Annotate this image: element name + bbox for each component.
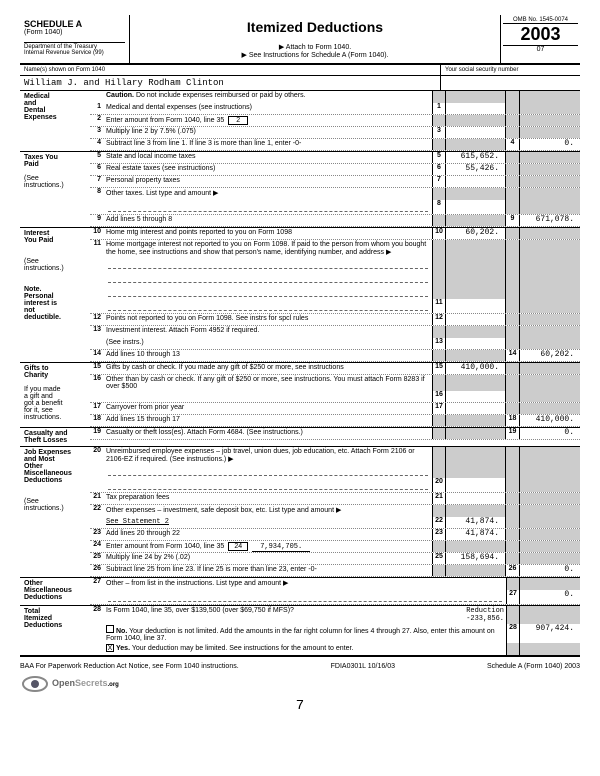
form-number: (Form 1040) bbox=[24, 29, 125, 36]
taxes-label: Taxes You Paid(See instructions.) bbox=[20, 152, 90, 227]
line6-text: Real estate taxes (see instructions) bbox=[104, 164, 432, 175]
line2-text: Enter amount from Form 1040, line 35 2 bbox=[104, 115, 432, 126]
line3-text: Multiply line 2 by 7.5% (.075) bbox=[104, 127, 432, 138]
line26-text: Subtract line 25 from line 23. If line 2… bbox=[104, 565, 432, 576]
total-label: Total Itemized Deductions bbox=[20, 606, 90, 655]
section-other: Other Miscellaneous Deductions 27Other –… bbox=[20, 578, 580, 606]
interest-label: Interest You Paid(See instructions.)Note… bbox=[20, 228, 90, 362]
line15-amt: 410,000. bbox=[446, 363, 506, 374]
name-header: Name(s) shown on Form 1040 Your social s… bbox=[20, 65, 580, 76]
form-header: SCHEDULE A (Form 1040) Department of the… bbox=[20, 15, 580, 65]
seq-label: (99) bbox=[93, 50, 104, 56]
line25-amt: 158,694. bbox=[446, 553, 506, 564]
schedule-a-form: SCHEDULE A (Form 1040) Department of the… bbox=[0, 0, 600, 729]
opensecrets-logo: OpenSecrets.org bbox=[20, 674, 580, 694]
section-casualty: Casualty and Theft Losses 19Casualty or … bbox=[20, 428, 580, 447]
omb-label: OMB No. 1545-0074 bbox=[503, 17, 578, 24]
line14-text: Add lines 10 through 13 bbox=[104, 350, 432, 361]
line13b-text: (See instrs.) bbox=[104, 338, 432, 349]
other-label: Other Miscellaneous Deductions bbox=[20, 578, 90, 605]
ssn-value bbox=[440, 76, 580, 90]
header-right: OMB No. 1545-0074 2003 07 bbox=[500, 15, 580, 63]
line10-amt: 60,202. bbox=[446, 228, 506, 239]
yes-option: XYes. Your deduction may be limited. See… bbox=[104, 643, 506, 655]
medical-label: Medical and Dental Expenses bbox=[20, 91, 90, 151]
section-medical: Medical and Dental Expenses Caution. Do … bbox=[20, 91, 580, 152]
line26-amt: 0. bbox=[520, 565, 580, 576]
line13-text: Investment interest. Attach Form 4952 if… bbox=[104, 326, 432, 338]
line22-amt: 41,874. bbox=[446, 517, 506, 528]
line21-text: Tax preparation fees bbox=[104, 493, 432, 504]
gifts-label: Gifts to CharityIf you made a gift and g… bbox=[20, 363, 90, 427]
line20-text: Unreimbursed employee expenses – job tra… bbox=[104, 447, 432, 464]
line16-text: Other than by cash or check. If any gift… bbox=[104, 375, 432, 391]
pra-notice: BAA For Paperwork Reduction Act Notice, … bbox=[20, 663, 239, 670]
seqno-label: 07 bbox=[503, 46, 578, 53]
page-number: 7 bbox=[20, 698, 580, 714]
line8-text: Other taxes. List type and amount ▶ bbox=[104, 188, 432, 200]
statement-text: See Statement 2 bbox=[104, 517, 432, 528]
line7-text: Personal property taxes bbox=[104, 176, 432, 187]
line4-amt: 0. bbox=[520, 139, 580, 150]
year-label: 2003 bbox=[503, 24, 578, 46]
line19-amt: 0. bbox=[520, 428, 580, 439]
job-label: Job Expenses and Most Other Miscellaneou… bbox=[20, 447, 90, 577]
instr-text: ▶ See Instructions for Schedule A (Form … bbox=[134, 51, 496, 59]
line18-text: Add lines 15 through 17 bbox=[104, 415, 432, 426]
line25-text: Multiply line 24 by 2% (.02) bbox=[104, 553, 432, 564]
line12-text: Points not reported to you on Form 1098.… bbox=[104, 314, 432, 325]
line19-text: Casualty or theft loss(es). Attach Form … bbox=[104, 428, 432, 439]
line28-amt: 907,424. bbox=[520, 624, 580, 643]
line24-text: Enter amount from Form 1040, line 35 24 … bbox=[104, 541, 432, 552]
line10-text: Home mtg interest and points reported to… bbox=[104, 228, 432, 239]
line11-text: Home mortgage interest not reported to y… bbox=[104, 240, 432, 257]
line14-amt: 60,202. bbox=[520, 350, 580, 361]
ssn-label: Your social security number bbox=[440, 65, 580, 75]
name-row: William J. and Hillary Rodham Clinton bbox=[20, 76, 580, 91]
section-gifts: Gifts to CharityIf you made a gift and g… bbox=[20, 363, 580, 428]
header-center: Itemized Deductions ▶ Attach to Form 104… bbox=[130, 15, 500, 63]
line15-text: Gifts by cash or check. If you made any … bbox=[104, 363, 432, 374]
section-job: Job Expenses and Most Other Miscellaneou… bbox=[20, 447, 580, 578]
line9-text: Add lines 5 through 8 bbox=[104, 215, 432, 226]
line23-text: Add lines 20 through 22 bbox=[104, 529, 432, 540]
line17-text: Carryover from prior year bbox=[104, 403, 432, 414]
line27-amt: 0. bbox=[520, 590, 580, 604]
header-left: SCHEDULE A (Form 1040) Department of the… bbox=[20, 15, 130, 63]
line22-text: Other expenses – investment, safe deposi… bbox=[104, 505, 432, 517]
irs-label: Internal Revenue Service bbox=[24, 50, 91, 56]
schedule-title: SCHEDULE A bbox=[24, 19, 125, 29]
form-title: Itemized Deductions bbox=[134, 19, 496, 35]
section-total: Total Itemized Deductions 28Is Form 1040… bbox=[20, 606, 580, 657]
section-taxes: Taxes You Paid(See instructions.) 5State… bbox=[20, 152, 580, 228]
line9-amt: 671,078. bbox=[520, 215, 580, 226]
footer: BAA For Paperwork Reduction Act Notice, … bbox=[20, 657, 580, 670]
line18-amt: 410,000. bbox=[520, 415, 580, 426]
taxpayer-name: William J. and Hillary Rodham Clinton bbox=[20, 76, 440, 90]
line23-amt: 41,874. bbox=[446, 529, 506, 540]
line1-text: Medical and dental expenses (see instruc… bbox=[104, 103, 432, 114]
line28-text: Is Form 1040, line 35, over $139,500 (ov… bbox=[104, 606, 506, 624]
no-option: No. Your deduction is not limited. Add t… bbox=[104, 624, 506, 643]
attach-text: ▶ Attach to Form 1040. bbox=[134, 43, 496, 51]
line5-amt: 615,652. bbox=[446, 152, 506, 163]
casualty-label: Casualty and Theft Losses bbox=[20, 428, 90, 446]
line27-text: Other – from list in the instructions. L… bbox=[104, 578, 506, 590]
section-interest: Interest You Paid(See instructions.)Note… bbox=[20, 228, 580, 363]
line5-text: State and local income taxes bbox=[104, 152, 432, 163]
line4-text: Subtract line 3 from line 1. If line 3 i… bbox=[104, 139, 432, 150]
schedule-ref: Schedule A (Form 1040) 2003 bbox=[487, 663, 580, 670]
name-label: Name(s) shown on Form 1040 bbox=[20, 65, 440, 75]
line6-amt: 55,426. bbox=[446, 164, 506, 175]
form-code: FDIA0301L 10/16/03 bbox=[331, 663, 395, 670]
